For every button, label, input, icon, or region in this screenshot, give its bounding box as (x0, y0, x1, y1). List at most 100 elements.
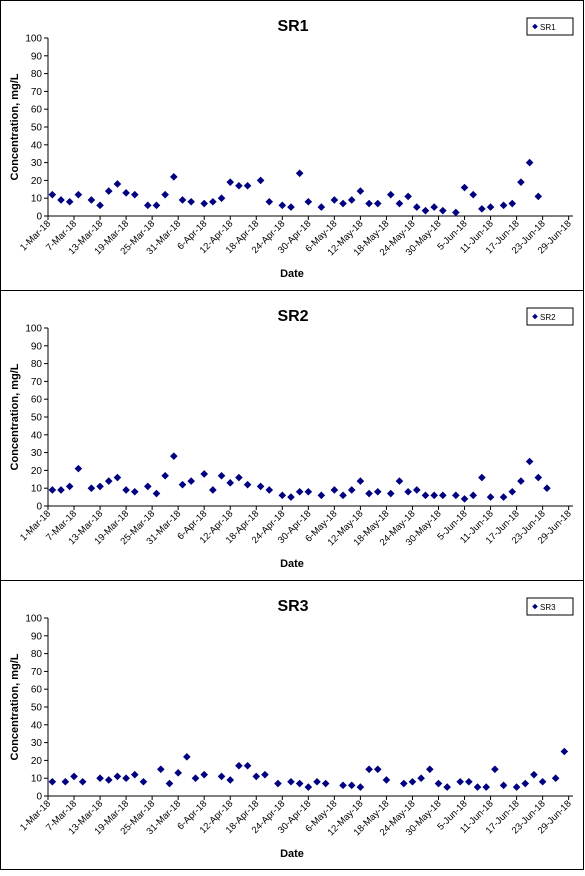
chart-panel-sr3: SR3 Concentration, mg/L Date 0 10 20 30 40 50 60 7… (0, 580, 584, 870)
data-point (226, 776, 235, 784)
data-point (551, 774, 560, 782)
legend-marker (532, 23, 538, 30)
y-tick-label: 20 (31, 466, 43, 477)
series-sr2 (48, 452, 551, 503)
data-point (87, 196, 96, 204)
legend-box (526, 597, 574, 616)
data-point (373, 765, 382, 774)
data-point (365, 765, 373, 774)
data-point (521, 779, 530, 788)
legend-box (526, 307, 574, 326)
y-tick-label: 70 (31, 87, 43, 98)
data-point (256, 176, 265, 185)
data-point (304, 487, 313, 496)
data-point (395, 477, 404, 485)
data-point (543, 484, 551, 492)
data-point (74, 190, 83, 199)
data-point (347, 486, 356, 494)
data-point (365, 199, 373, 208)
data-point (439, 206, 447, 215)
legend-marker (532, 603, 538, 610)
data-point (534, 192, 543, 201)
data-point (525, 158, 534, 167)
data-point (256, 482, 265, 491)
data-point (530, 770, 538, 779)
data-point (386, 489, 395, 498)
chart-svg: SR1 Concentration, mg/L Date 0 10 20 30 40 50 60 7… (9, 17, 574, 280)
data-point (157, 765, 165, 774)
data-point (191, 774, 200, 782)
data-point (226, 479, 235, 487)
y-tick-label: 80 (31, 69, 43, 80)
data-point (152, 201, 161, 210)
data-point (486, 493, 495, 501)
series-sr1 (48, 158, 543, 217)
data-point (96, 482, 104, 491)
y-tick-label: 30 (31, 158, 43, 169)
data-point (287, 777, 295, 786)
legend-label: SR1 (540, 23, 556, 32)
data-point (170, 173, 178, 181)
data-point (113, 473, 122, 482)
chart-title: SR1 (277, 18, 308, 35)
y-tick-label: 40 (31, 140, 43, 151)
data-point (478, 205, 486, 213)
data-point (469, 190, 478, 199)
data-point (243, 480, 252, 489)
data-point (386, 190, 395, 199)
data-point (347, 781, 356, 790)
y-tick-label: 90 (31, 631, 43, 642)
data-point (417, 774, 425, 782)
data-point (330, 486, 339, 494)
data-point (525, 457, 534, 466)
data-point (243, 761, 252, 770)
data-point (408, 777, 417, 786)
y-tick-label: 40 (31, 720, 43, 731)
data-point (517, 178, 525, 186)
data-point (456, 777, 464, 786)
data-point (278, 201, 287, 210)
data-point (252, 772, 261, 781)
data-point (508, 199, 517, 208)
y-axis-title: Concentration, mg/L (9, 363, 21, 470)
data-point (74, 464, 83, 473)
y-tick-label: 50 (31, 703, 43, 714)
data-point (499, 781, 508, 790)
data-point (122, 486, 130, 494)
y-tick-label: 70 (31, 377, 43, 388)
data-point (339, 491, 347, 500)
data-point (486, 203, 495, 211)
legend: SR1 (526, 17, 574, 36)
data-point (65, 197, 74, 206)
y-tick-label: 20 (31, 756, 43, 767)
legend: SR2 (526, 307, 574, 326)
data-point (373, 487, 382, 496)
data-point (373, 199, 382, 208)
y-tick-label: 80 (31, 359, 43, 370)
data-point (421, 206, 430, 215)
y-tick-label: 60 (31, 395, 43, 406)
y-tick-label: 30 (31, 448, 43, 459)
legend: SR3 (526, 597, 574, 616)
data-point (287, 203, 295, 211)
data-point (460, 495, 469, 503)
data-point (200, 770, 208, 779)
data-point (317, 491, 326, 500)
data-point (170, 452, 178, 460)
data-point (235, 181, 243, 190)
data-point (295, 487, 304, 496)
y-tick-label: 50 (31, 413, 43, 424)
data-point (356, 477, 365, 485)
data-point (469, 491, 478, 500)
data-point (87, 484, 96, 492)
legend-label: SR2 (540, 313, 556, 322)
y-axis-title: Concentration, mg/L (9, 73, 21, 180)
data-point (217, 194, 226, 202)
data-point (452, 491, 460, 500)
data-point (560, 747, 569, 756)
x-axis-title: Date (280, 558, 304, 570)
data-point (183, 753, 191, 761)
data-point (304, 783, 313, 791)
y-tick-label: 70 (31, 667, 43, 678)
